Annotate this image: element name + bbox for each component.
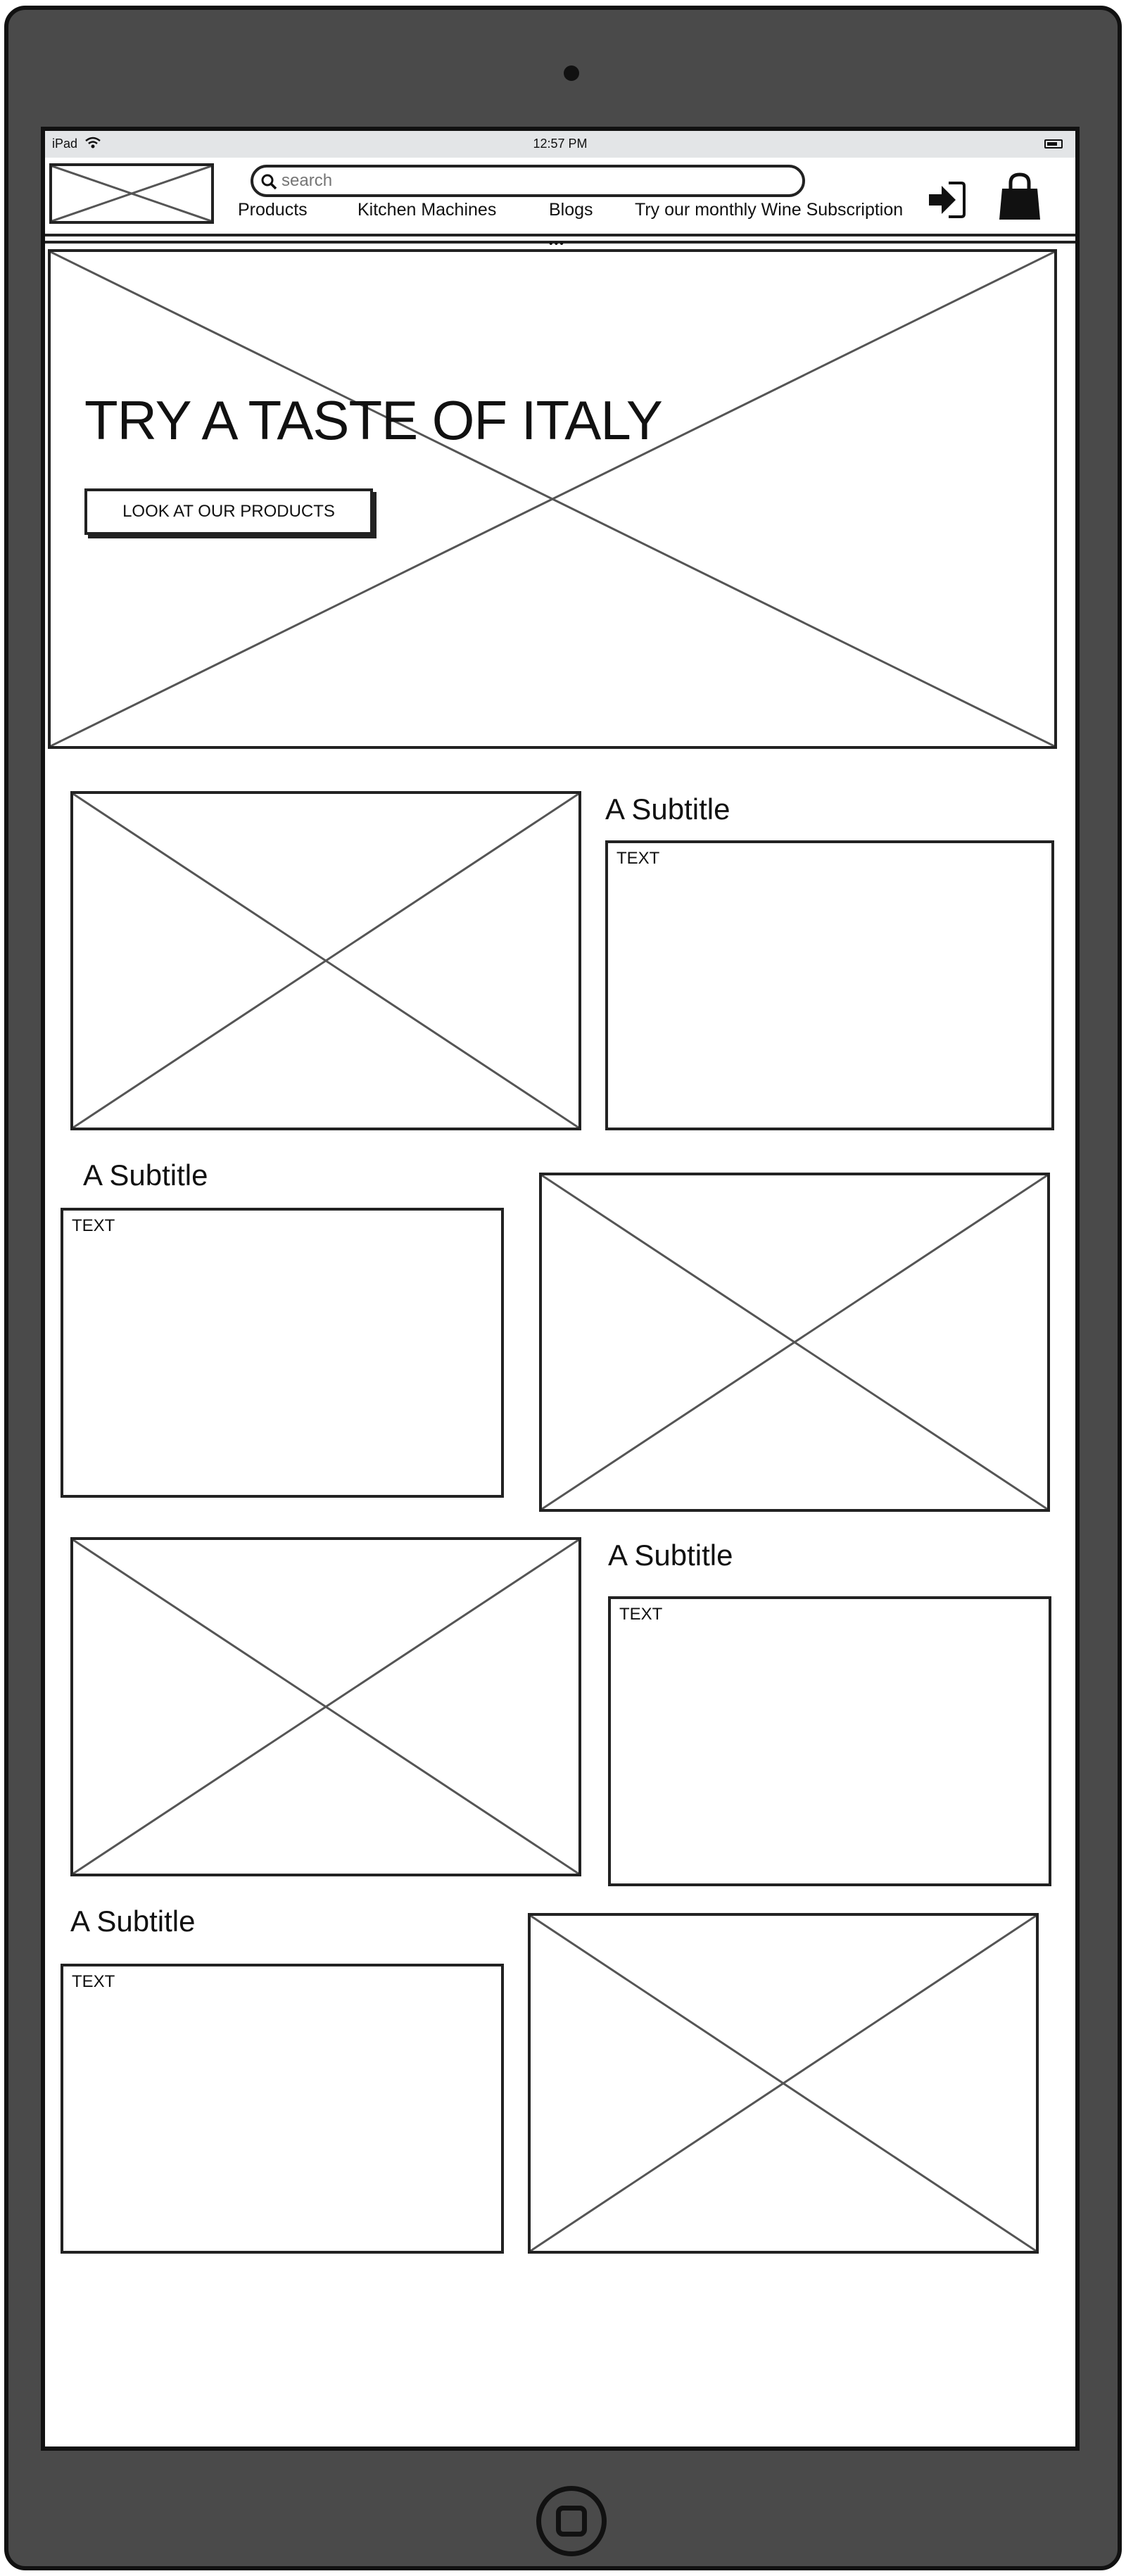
wifi-icon — [85, 137, 101, 149]
shopping-bag-icon[interactable] — [995, 172, 1044, 222]
home-button[interactable] — [536, 2486, 607, 2556]
nav-link-products[interactable]: Products — [238, 200, 308, 220]
section-2-image-placeholder — [539, 1173, 1050, 1512]
drag-handle-icon[interactable]: ••• — [549, 238, 565, 250]
section-1-image-placeholder — [70, 791, 581, 1130]
section-3-subtitle: A Subtitle — [608, 1539, 733, 1572]
nav-link-blogs[interactable]: Blogs — [549, 200, 593, 220]
section-1-subtitle: A Subtitle — [605, 793, 730, 826]
look-at-products-button[interactable]: LOOK AT OUR PRODUCTS — [84, 488, 373, 535]
section-2-text: TEXT — [72, 1216, 115, 1235]
status-time: 12:57 PM — [533, 137, 588, 151]
section-3-image-placeholder — [70, 1537, 581, 1876]
section-4-image-placeholder — [528, 1913, 1039, 2254]
hero-image-placeholder — [48, 249, 1057, 749]
section-4-text-box: TEXT — [61, 1964, 504, 2254]
sign-in-icon[interactable] — [926, 179, 968, 221]
hero-title: TRY A TASTE OF ITALY — [84, 389, 663, 451]
section-1-text: TEXT — [616, 849, 660, 868]
section-2-text-box: TEXT — [61, 1208, 504, 1498]
logo-placeholder-image[interactable] — [49, 163, 214, 224]
search-bar[interactable] — [251, 165, 805, 197]
nav-link-kitchen-machines[interactable]: Kitchen Machines — [358, 200, 497, 220]
screen: iPad 12:57 PM Products Kitchen Machines … — [41, 127, 1080, 2451]
home-button-glyph — [556, 2506, 587, 2537]
search-input[interactable] — [282, 172, 788, 190]
camera-icon — [564, 65, 579, 81]
status-bar: iPad 12:57 PM — [45, 131, 1075, 158]
section-2-subtitle: A Subtitle — [83, 1158, 208, 1192]
battery-icon — [1044, 139, 1063, 149]
section-1-text-box: TEXT — [605, 840, 1054, 1130]
header-divider — [45, 234, 1075, 244]
section-4-subtitle: A Subtitle — [70, 1905, 196, 1938]
section-3-text-box: TEXT — [608, 1596, 1051, 1886]
section-3-text: TEXT — [619, 1605, 663, 1624]
search-icon — [261, 174, 277, 190]
status-device-name: iPad — [52, 137, 78, 151]
nav-link-wine-subscription[interactable]: Try our monthly Wine Subscription — [635, 200, 904, 220]
section-4-text: TEXT — [72, 1972, 115, 1991]
